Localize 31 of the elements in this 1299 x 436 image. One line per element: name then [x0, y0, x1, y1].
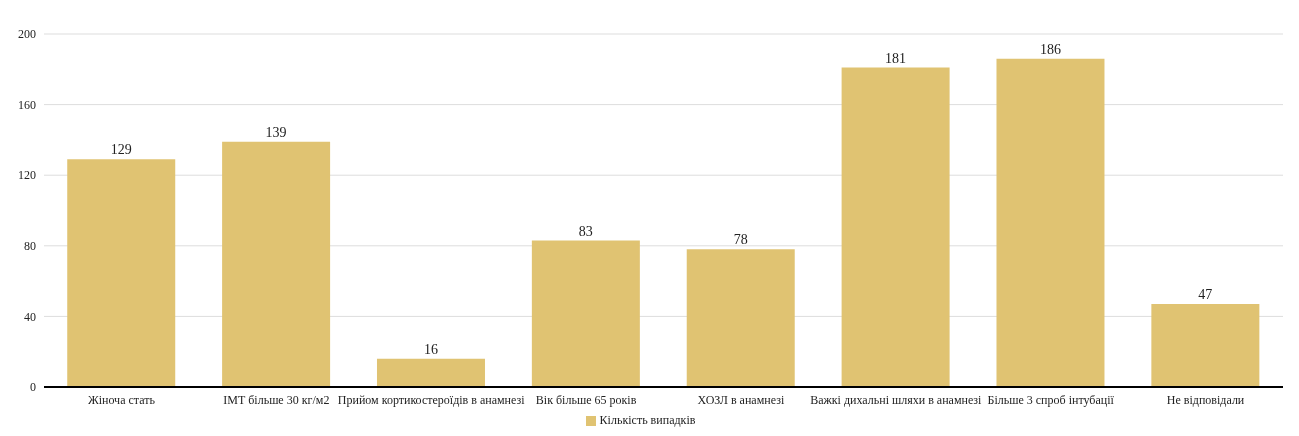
- x-tick-label: Вік більше 65 років: [535, 392, 637, 407]
- legend-label: Кількість випадків: [599, 413, 696, 427]
- x-tick-label: Важкі дихальні шляхи в анамнезі: [810, 392, 983, 407]
- y-tick-label: 160: [18, 97, 36, 112]
- x-tick-label: ІМТ більше 30 кг/м2: [223, 392, 330, 407]
- y-tick-label: 120: [18, 168, 36, 183]
- y-tick-label: 40: [24, 309, 36, 324]
- x-tick-label: ХОЗЛ в анамнезі: [697, 392, 785, 407]
- data-label: 186: [1039, 41, 1061, 57]
- bar: [1151, 304, 1260, 387]
- data-label: 47: [1198, 287, 1213, 303]
- x-tick-label: Жіноча стать: [87, 392, 156, 407]
- data-label: 139: [265, 124, 287, 140]
- bar: [996, 58, 1105, 387]
- y-tick-label: 80: [24, 239, 36, 254]
- data-label: 16: [423, 341, 438, 357]
- bar: [376, 358, 485, 387]
- bar: [531, 240, 640, 387]
- y-tick-label: 200: [18, 27, 36, 42]
- data-label: 181: [885, 50, 907, 66]
- bar: [686, 249, 795, 387]
- bar: [841, 67, 950, 387]
- bar: [67, 159, 176, 387]
- y-tick-label: 0: [30, 380, 36, 395]
- data-label: 78: [733, 232, 748, 248]
- bar: [222, 141, 331, 387]
- data-label: 129: [110, 142, 132, 158]
- data-label: 83: [578, 223, 593, 239]
- x-tick-label: Не відповідали: [1166, 392, 1245, 407]
- x-tick-label: Прийом кортикостероїдів в анамнезі: [337, 392, 526, 407]
- x-tick-label: Більше 3 спроб інтубації: [987, 392, 1115, 407]
